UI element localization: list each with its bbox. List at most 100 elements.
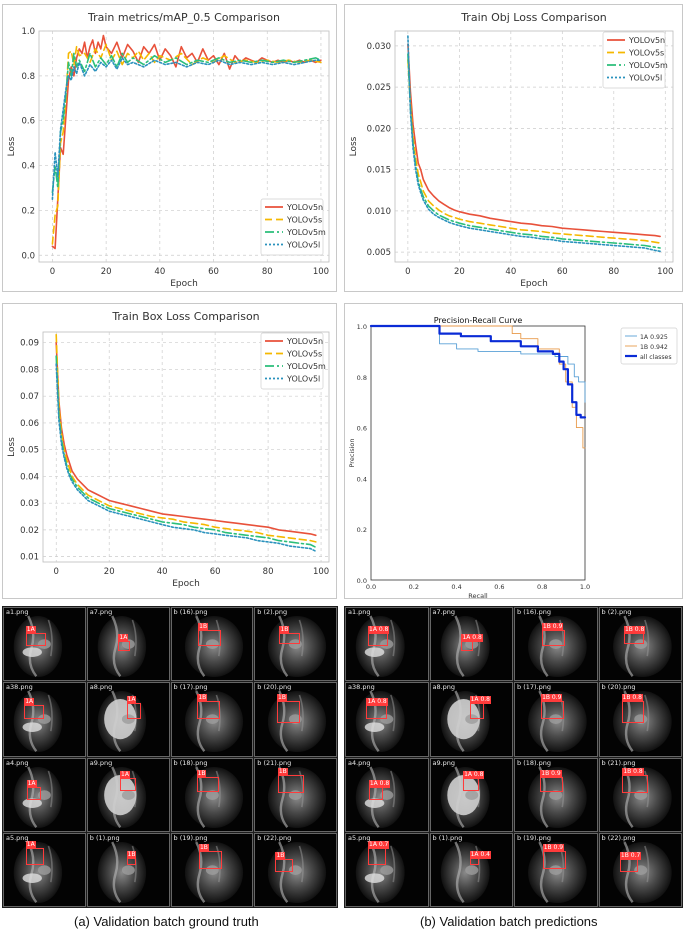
box-loss-chart: 0 20 40 60 80 100 0.01 0.02 0.03 0.04 0.05 0.06 0.07… (7, 310, 330, 589)
image-cell: a4.png 1A (3, 757, 86, 832)
y-tick-label: 0.030 (367, 42, 391, 52)
image-filename: b (16).png (173, 608, 208, 616)
x-axis-label: Recall (468, 592, 488, 598)
detection-box: 1B 0.9 (542, 844, 566, 870)
image-cell: a9.png 1A (86, 757, 170, 832)
image-filename: b (20).png (257, 683, 292, 692)
x-tick-label: 40 (154, 267, 165, 277)
detection-box: 1A (120, 771, 137, 791)
obj-loss-chart: 0 20 40 60 80 100 0.005 0.010 0.015 0.020 0.025 0.0… (349, 11, 674, 289)
x-tick-label: 40 (157, 567, 168, 577)
mri-scan-image (515, 608, 597, 681)
mri-scan-image (599, 833, 681, 906)
mri-scan-image (87, 758, 169, 831)
mri-scan-image (430, 833, 512, 906)
detection-box: 1B 0.8 (623, 626, 646, 645)
detection-box: 1A 0.8 (366, 697, 388, 720)
legend-label: YOLOv5m (286, 362, 326, 371)
detection-label: 1B 0.9 (541, 694, 563, 703)
image-cell: b (21).png 1B (254, 757, 337, 832)
mri-scan-image (430, 758, 512, 831)
mri-scan-image (255, 833, 336, 906)
detection-label: 1B (277, 768, 288, 777)
image-filename: a9.png (432, 758, 456, 767)
pr-curve-chart: 0.0 0.2 0.4 0.6 0.8 1.0 0.0 0.2 0.4 0.6 0.8 1.0 Prec… (348, 316, 678, 600)
image-cell: b (19).png 1B 0.9 (514, 832, 598, 907)
x-tick-label: 100 (313, 567, 329, 577)
image-filename: b (2).png (257, 608, 288, 616)
image-cell: b (2).png 1B 0.8 (598, 607, 682, 682)
x-tick-label: 0.8 (537, 583, 547, 591)
detection-label: 1B (277, 694, 287, 703)
detection-box: 1A 0.8 (368, 780, 391, 801)
mri-scan-image (171, 683, 253, 756)
image-cell: b (1).png 1B (86, 832, 170, 907)
image-filename: b (22).png (257, 833, 292, 842)
series-line-yolov5s (55, 333, 317, 543)
x-tick-label: 100 (313, 267, 329, 277)
legend-label: YOLOv5l (286, 375, 320, 384)
image-filename: b (22).png (601, 833, 636, 842)
mri-scan-image (4, 833, 85, 906)
y-tick-label: 0.8 (357, 374, 367, 382)
mri-scan-image (87, 833, 169, 906)
y-tick-label: 0.02 (20, 526, 39, 536)
image-cell: a38.png 1A (3, 682, 86, 757)
detection-label: 1A (25, 841, 36, 850)
image-cell: a7.png 1A 0.8 (429, 607, 513, 682)
image-filename: a7.png (89, 608, 113, 616)
legend-label: YOLOv5n (286, 203, 323, 212)
detection-box: 1B (196, 769, 220, 793)
image-filename: a4.png (6, 758, 29, 767)
detection-box: 1A 0.8 (463, 771, 485, 791)
image-cell: b (22).png 1B (254, 832, 337, 907)
series-line-yolov5l (51, 57, 322, 200)
image-filename: b (20).png (601, 683, 636, 692)
detection-label: 1B (198, 622, 209, 631)
series-line-yolov5m (55, 355, 317, 549)
detection-label: 1B 0.8 (623, 626, 646, 635)
image-cell: a7.png 1A (86, 607, 170, 682)
image-cell: a1.png 1A 0.8 (345, 607, 429, 682)
x-tick-label: 0.0 (366, 583, 376, 591)
x-tick-label: 60 (210, 567, 221, 577)
detection-box: 1A (25, 625, 46, 646)
detection-box: 1B (197, 694, 220, 719)
image-filename: b (19).png (173, 833, 208, 842)
legend-label: 1A 0.925 (640, 334, 668, 341)
y-tick-label: 0.005 (367, 248, 391, 258)
y-tick-label: 0.4 (357, 475, 367, 483)
mri-scan-image (346, 608, 428, 681)
mri-scan-image (171, 833, 253, 906)
detection-box: 1A (26, 780, 42, 801)
detection-box: 1A 0.7 (368, 841, 390, 865)
x-tick-label: 80 (263, 567, 274, 577)
y-tick-label: 0.6 (21, 117, 35, 127)
image-cell: a8.png 1A 0.8 (429, 682, 513, 757)
legend-label: YOLOv5m (628, 61, 668, 70)
caption-predictions: (b) Validation batch predictions (420, 914, 598, 929)
x-tick-label: 0 (54, 567, 59, 577)
detection-box: 1B 0.9 (541, 694, 564, 719)
image-cell: b (20).png 1B 0.8 (598, 682, 682, 757)
legend-label: YOLOv5n (628, 36, 665, 45)
detection-label: 1A 0.7 (368, 841, 390, 850)
y-tick-label: 1.0 (21, 27, 35, 37)
detection-label: 1B (275, 852, 286, 861)
series-line-yolov5s (407, 59, 661, 244)
series-line-all-classes (369, 324, 587, 419)
detection-label: 1A (26, 780, 37, 789)
detection-box: 1B (198, 844, 222, 870)
image-cell: b (22).png 1B 0.7 (598, 832, 682, 907)
detection-label: 1A (120, 771, 130, 779)
y-tick-label: 0.2 (21, 206, 35, 216)
y-tick-label: 0.010 (367, 207, 391, 217)
detection-label: 1B 0.9 (542, 844, 565, 853)
mri-scan-image (599, 608, 681, 681)
image-filename: b (18).png (517, 758, 551, 767)
y-tick-label: 0.0 (21, 251, 35, 261)
y-tick-label: 0.07 (20, 392, 39, 402)
y-tick-label: 0.015 (367, 166, 391, 176)
mri-scan-image (87, 608, 169, 681)
mri-scan-image (346, 683, 428, 756)
